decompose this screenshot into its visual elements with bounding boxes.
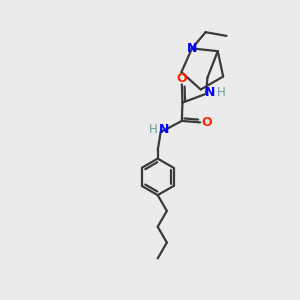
Text: N: N [159, 123, 169, 136]
Text: N: N [187, 42, 197, 55]
Text: O: O [176, 72, 187, 85]
Text: O: O [201, 116, 212, 129]
Text: H: H [149, 123, 158, 136]
Text: H: H [217, 86, 226, 99]
Text: N: N [205, 86, 216, 99]
